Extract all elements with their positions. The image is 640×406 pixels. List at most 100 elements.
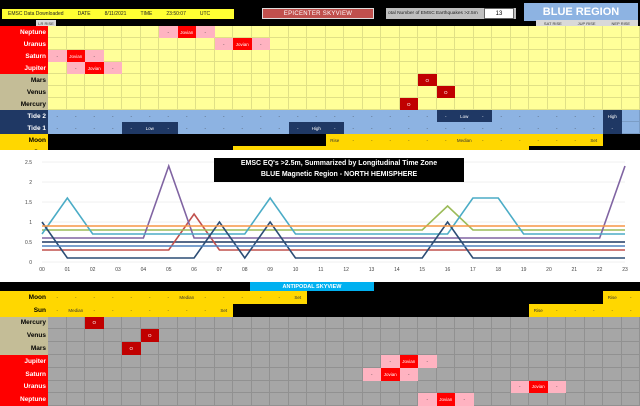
grid-cell — [455, 380, 474, 394]
epicenter-cell: - — [362, 134, 381, 146]
grid-cell — [251, 303, 270, 317]
grid-cell — [270, 74, 289, 86]
grid-cell — [288, 380, 307, 394]
grid-cell — [177, 329, 196, 343]
grid-cell — [307, 355, 326, 368]
grid-cell — [603, 367, 622, 381]
grid-cell — [103, 98, 122, 110]
x-tick-label: 00 — [39, 267, 45, 273]
grid-cell — [103, 342, 122, 355]
grid-cell — [159, 316, 178, 330]
grid-cell — [307, 367, 326, 381]
grid-cell — [603, 355, 622, 368]
grid-cell — [492, 367, 511, 381]
grid-cell — [177, 342, 196, 355]
grid-cell — [122, 355, 141, 368]
antipodal-label-saturn: Saturn — [0, 367, 48, 381]
grid-cell — [214, 98, 233, 110]
grid-cell — [177, 86, 196, 98]
grid-cell — [122, 74, 141, 86]
grid-cell — [288, 316, 307, 330]
epicenter-label-moon: Moon — [0, 134, 48, 146]
antipodal-cell: - — [362, 367, 381, 381]
grid-cell — [344, 355, 363, 368]
grid-cell — [103, 26, 122, 38]
grid-cell — [529, 86, 548, 98]
grid-cell — [492, 74, 511, 86]
antipodal-cell: - — [48, 291, 67, 304]
x-tick-label: 07 — [217, 267, 223, 273]
grid-cell — [214, 316, 233, 330]
grid-cell — [251, 380, 270, 394]
grid-cell — [251, 367, 270, 381]
grid-cell — [529, 355, 548, 368]
grid-cell — [214, 26, 233, 38]
grid-cell — [603, 50, 622, 62]
grid-cell — [214, 393, 233, 406]
grid-cell — [344, 74, 363, 86]
grid-cell — [325, 342, 344, 355]
grid-cell — [233, 393, 252, 406]
grid-cell — [455, 38, 474, 50]
grid-cell — [103, 329, 122, 343]
grid-cell — [492, 26, 511, 38]
series-line-2 — [42, 204, 625, 231]
grid-cell — [492, 38, 511, 50]
grid-cell — [510, 291, 529, 304]
grid-cell — [566, 316, 585, 330]
grid-cell — [325, 74, 344, 86]
grid-cell — [418, 367, 437, 381]
epicenter-cell: - — [399, 110, 418, 122]
epicenter-cell: Jovian — [233, 38, 252, 50]
grid-cell — [177, 367, 196, 381]
x-tick-label: 12 — [343, 267, 349, 273]
epicenter-cell: - — [103, 110, 122, 122]
antipodal-cell: - — [85, 291, 104, 304]
antipodal-cell: - — [510, 380, 529, 394]
grid-cell — [603, 38, 622, 50]
grid-cell — [492, 342, 511, 355]
antipodal-cell: - — [547, 380, 566, 394]
grid-cell — [159, 50, 178, 62]
grid-cell — [196, 62, 215, 74]
grid-cell — [492, 355, 511, 368]
grid-cell — [584, 62, 603, 74]
grid-cell — [251, 74, 270, 86]
epicenter-cell: - — [381, 122, 400, 134]
grid-cell — [492, 393, 511, 406]
grid-cell — [233, 367, 252, 381]
grid-cell — [307, 98, 326, 110]
grid-cell — [66, 74, 85, 86]
antipodal-cell: - — [159, 291, 178, 304]
epicenter-cell: - — [103, 62, 122, 74]
grid-cell — [566, 26, 585, 38]
grid-cell — [140, 367, 159, 381]
antipodal-cell: - — [566, 303, 585, 317]
grid-cell — [159, 393, 178, 406]
grid-cell — [122, 62, 141, 74]
grid-cell — [510, 303, 529, 317]
antipodal-cell: O — [85, 316, 104, 330]
grid-cell — [251, 329, 270, 343]
grid-cell — [325, 26, 344, 38]
grid-cell — [473, 26, 492, 38]
grid-cell — [510, 74, 529, 86]
grid-cell — [381, 86, 400, 98]
epicenter-cell: - — [473, 122, 492, 134]
grid-cell — [381, 291, 400, 304]
grid-cell — [399, 291, 418, 304]
grid-cell — [196, 86, 215, 98]
grid-cell — [547, 74, 566, 86]
epicenter-skyview-button[interactable]: EPICENTER SKYVIEW — [262, 8, 374, 19]
x-tick-label: 14 — [394, 267, 400, 273]
grid-cell — [325, 62, 344, 74]
grid-cell — [362, 50, 381, 62]
grid-cell — [362, 316, 381, 330]
epicenter-cell: - — [399, 134, 418, 146]
grid-cell — [307, 342, 326, 355]
grid-cell — [362, 329, 381, 343]
grid-cell — [196, 98, 215, 110]
grid-cell — [66, 134, 85, 146]
y-tick-label: 0 — [29, 260, 32, 266]
grid-cell — [159, 355, 178, 368]
